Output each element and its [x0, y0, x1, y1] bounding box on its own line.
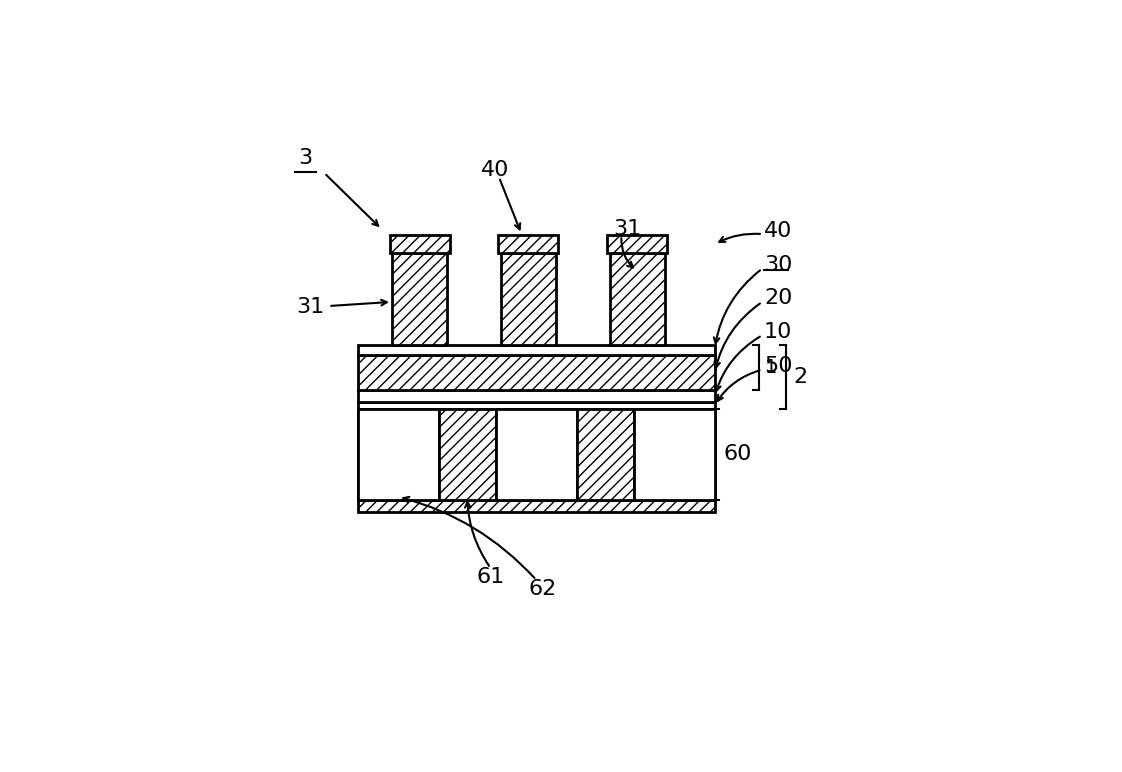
Bar [634, 409, 715, 499]
Text: 31: 31 [614, 219, 642, 239]
Bar [358, 345, 715, 355]
Text: 20: 20 [764, 288, 792, 308]
Bar [439, 409, 496, 499]
Text: 62: 62 [528, 579, 557, 599]
Text: 40: 40 [480, 160, 509, 180]
Bar [609, 253, 665, 345]
Text: 10: 10 [764, 322, 792, 341]
Bar [358, 499, 715, 512]
Bar [358, 355, 715, 390]
Bar [358, 401, 715, 409]
Bar [358, 390, 715, 401]
Bar [577, 409, 634, 499]
Bar [500, 253, 557, 345]
Text: 2: 2 [793, 367, 808, 387]
Bar [498, 235, 559, 253]
Text: 31: 31 [296, 296, 324, 317]
Bar [607, 235, 668, 253]
Text: 60: 60 [724, 445, 752, 464]
Text: 3: 3 [298, 148, 313, 168]
Bar [496, 409, 577, 499]
Text: 40: 40 [764, 221, 792, 241]
Text: 30: 30 [764, 255, 792, 275]
Bar [392, 253, 448, 345]
Text: 50: 50 [764, 356, 792, 376]
Bar [358, 409, 439, 499]
Bar [358, 409, 715, 499]
Bar [389, 235, 450, 253]
Text: 1: 1 [765, 358, 778, 377]
Text: 61: 61 [477, 567, 505, 587]
